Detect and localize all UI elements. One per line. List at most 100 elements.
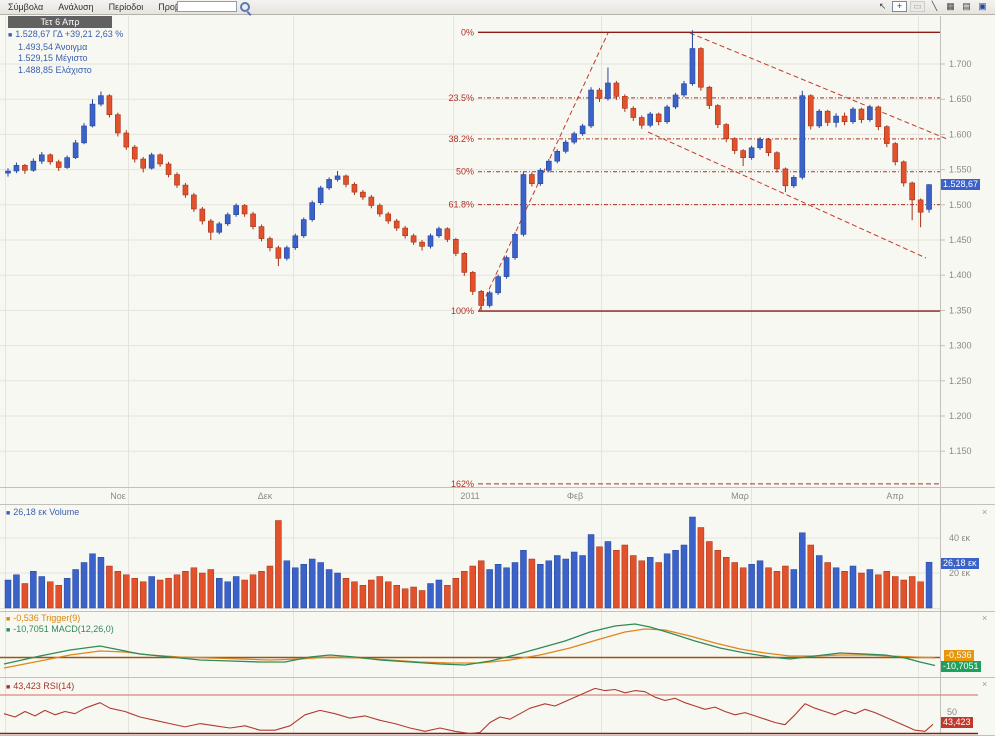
legend-high: 1.529,15 Μέγιστο	[18, 53, 88, 63]
candle-body	[64, 157, 70, 168]
volume-bar	[401, 588, 409, 609]
volume-bar	[359, 585, 367, 609]
rsi-panel-close-icon[interactable]: ×	[982, 679, 988, 689]
volume-bar	[494, 564, 502, 609]
grid-tool-icon[interactable]: ▦	[946, 1, 955, 11]
trigger-marker-icon: ■	[6, 616, 11, 623]
volume-bar	[190, 567, 198, 609]
volume-bar	[385, 581, 392, 609]
volume-legend: ■ 26,18 εκ Volume	[6, 507, 80, 517]
pointer-tool-icon[interactable]: ↖	[878, 1, 887, 11]
menu-item-symbols[interactable]: Σύμβολα	[8, 2, 44, 12]
volume-bar	[807, 544, 814, 609]
volume-bar	[342, 578, 350, 609]
volume-bar	[900, 579, 907, 609]
save-tool-icon[interactable]: ▣	[978, 1, 987, 11]
candle-body	[72, 142, 79, 158]
search-icon[interactable]	[240, 2, 250, 12]
chart-plot-area[interactable]	[0, 16, 940, 487]
snapshot-tool-icon[interactable]: ▤	[962, 1, 971, 11]
volume-bar	[545, 560, 553, 609]
macd-panel-close-icon[interactable]: ×	[982, 613, 988, 623]
volume-bar	[55, 585, 62, 609]
candle-body	[689, 48, 696, 85]
macd-legend: ■ -10,7051 MACD(12,26,0)	[6, 624, 114, 634]
trendline	[689, 32, 948, 140]
rsi-legend: ■ 43,423 RSI(14)	[6, 681, 75, 691]
volume-bar	[875, 574, 882, 609]
volume-bar	[249, 574, 257, 609]
volume-bar	[858, 572, 865, 609]
volume-bar	[156, 579, 164, 609]
candle-body	[478, 291, 485, 306]
macd-badge: -10,7051	[941, 661, 981, 672]
candle-body	[588, 89, 594, 127]
volume-bar	[604, 541, 612, 609]
series-marker-icon: ■	[8, 32, 13, 39]
menu-item-analysis[interactable]: Ανάλυση	[58, 2, 94, 12]
zoom-box-tool-icon[interactable]: ▭	[910, 1, 925, 12]
volume-bar	[275, 520, 282, 609]
candle-body	[799, 95, 806, 178]
volume-bar	[799, 532, 806, 609]
menu-item-view[interactable]: Προβολή	[158, 2, 194, 12]
price-tick-label: 1.150	[949, 446, 972, 456]
menubar: Σύμβολα Ανάλυση Περίοδοι Προβολή ↖ + ▭ ╲…	[0, 0, 995, 15]
candle-body	[698, 48, 704, 88]
fib-level-label: 50%	[456, 167, 474, 177]
candle-body	[81, 125, 87, 144]
volume-bar	[477, 560, 485, 609]
candle-body	[115, 114, 121, 134]
volume-bar	[393, 585, 400, 609]
volume-bar	[883, 571, 891, 609]
candle-body	[360, 191, 366, 198]
candle-body	[672, 94, 679, 108]
candle-body	[816, 110, 823, 127]
volume-bar	[435, 579, 443, 609]
candle-body	[495, 276, 501, 294]
volume-panel-close-icon[interactable]: ×	[982, 507, 988, 517]
candle-body	[436, 228, 442, 237]
crosshair-tool-icon[interactable]: +	[892, 1, 907, 12]
candle-body	[351, 184, 358, 193]
candle-body	[309, 202, 316, 220]
month-label: Νοε	[110, 491, 126, 501]
candle-body	[343, 175, 349, 185]
candle-body	[157, 154, 163, 165]
volume-bar	[258, 571, 265, 609]
legend-low: 1.488,85 Ελάχιστο	[18, 64, 92, 75]
fib-level-label: 100%	[451, 306, 474, 316]
volume-bar	[351, 581, 358, 609]
candle-body	[30, 160, 37, 171]
rsi-mid-level-label: 50	[947, 707, 958, 717]
candle-body	[13, 165, 20, 172]
volume-bar	[689, 516, 696, 609]
candle-body	[140, 158, 146, 169]
rsi-line	[3, 687, 934, 735]
candle-body	[512, 234, 518, 258]
volume-bar	[790, 569, 798, 609]
symbol-search-input[interactable]	[177, 1, 237, 12]
volume-bar	[917, 581, 924, 609]
volume-bar	[537, 564, 544, 609]
volume-bar	[562, 558, 569, 609]
menu-item-periods[interactable]: Περίοδοι	[108, 2, 144, 12]
trendline-tool-icon[interactable]: ╲	[931, 1, 938, 11]
candle-body	[334, 175, 341, 180]
candle-body	[89, 103, 96, 127]
price-tick-label: 1.200	[949, 411, 972, 421]
candle-body	[807, 95, 814, 127]
price-tick-label: 1.650	[949, 94, 972, 104]
volume-bar	[47, 581, 54, 609]
candle-body	[486, 292, 493, 306]
candle-body	[529, 174, 535, 184]
candle-body	[444, 228, 451, 240]
month-label: Δεκ	[258, 491, 273, 501]
volume-bar	[782, 565, 789, 609]
volume-bar	[832, 567, 840, 609]
candle-body	[765, 139, 772, 154]
candle-body	[300, 219, 307, 237]
volume-bar	[182, 571, 189, 609]
price-tick-label: 1.600	[949, 129, 972, 139]
